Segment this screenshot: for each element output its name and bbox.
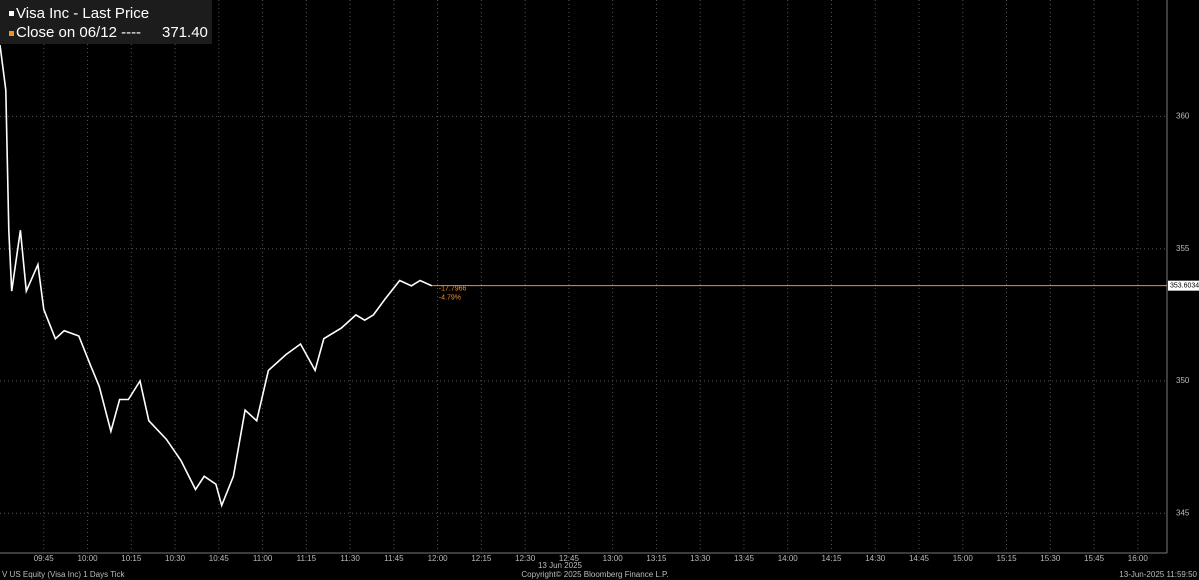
x-tick-label: 14:00 <box>778 554 799 563</box>
x-tick-label: 15:15 <box>997 554 1018 563</box>
x-tick-label: 13:30 <box>690 554 711 563</box>
x-tick-label: 09:45 <box>34 554 55 563</box>
price-line <box>0 44 433 508</box>
x-tick-label: 11:00 <box>253 554 273 563</box>
legend-swatch <box>9 11 14 16</box>
x-tick-label: 11:45 <box>384 554 404 563</box>
last-price-tag <box>1168 280 1199 291</box>
x-tick-label: 15:45 <box>1084 554 1105 563</box>
x-tick-label: 12:30 <box>515 554 536 563</box>
x-tick-label: 13:00 <box>603 554 624 563</box>
x-tick-label: 10:15 <box>121 554 142 563</box>
footer-right: 13-Jun-2025 11:59:50 <box>1119 570 1197 579</box>
y-tick-label: 345 <box>1176 508 1190 517</box>
legend-label: Close on 06/12 ---- <box>16 24 141 41</box>
footer-left: V US Equity (Visa Inc) 1 Days Tick <box>2 570 126 579</box>
x-tick-label: 14:30 <box>865 554 886 563</box>
x-tick-label: 15:00 <box>953 554 974 563</box>
x-tick-label: 10:30 <box>165 554 186 563</box>
footer-center: Copyright© 2025 Bloomberg Finance L.P. <box>521 570 668 579</box>
x-tick-label: 14:15 <box>821 554 842 563</box>
x-tick-label: 10:45 <box>209 554 230 563</box>
x-tick-label: 14:45 <box>909 554 930 563</box>
x-tick-label: 12:45 <box>559 554 580 563</box>
x-tick-label: 11:30 <box>340 554 360 563</box>
legend-swatch <box>9 31 14 36</box>
y-tick-label: 360 <box>1176 112 1190 121</box>
legend-value: 371.40 <box>162 24 208 41</box>
plot-area <box>0 44 1167 508</box>
change-annotation: -17.7966 <box>439 286 467 293</box>
change-annotation: -4.79% <box>439 295 461 302</box>
x-tick-label: 12:15 <box>471 554 492 563</box>
x-tick-label: 10:00 <box>78 554 99 563</box>
legend-label: Visa Inc - Last Price <box>16 5 149 22</box>
grid <box>0 0 1167 553</box>
y-tick-label: 350 <box>1176 376 1190 385</box>
x-tick-label: 13:15 <box>646 554 667 563</box>
x-tick-label: 12:00 <box>428 554 449 563</box>
x-axis-label: 13 Jun 2025 <box>538 561 583 570</box>
y-tick-label: 355 <box>1176 244 1190 253</box>
last-price-label: 353.6034 <box>1170 283 1199 290</box>
x-tick-label: 11:15 <box>297 554 317 563</box>
x-tick-label: 15:30 <box>1040 554 1061 563</box>
legend-box <box>0 0 212 44</box>
x-tick-label: 16:00 <box>1128 554 1149 563</box>
x-tick-label: 13:45 <box>734 554 755 563</box>
